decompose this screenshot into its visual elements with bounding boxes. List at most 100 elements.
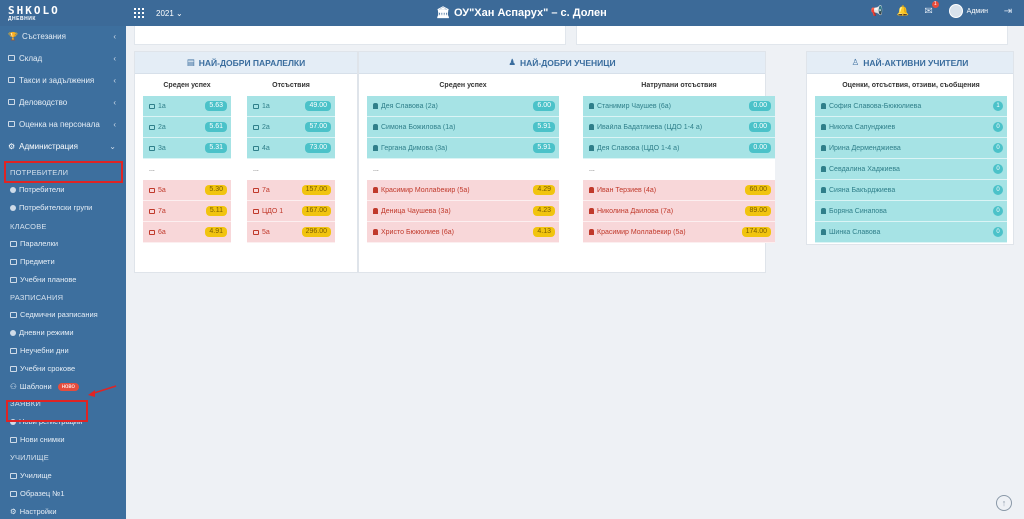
list-item[interactable]: Сияна Бакърджиева 0 [815, 180, 1007, 201]
classroom-icon [253, 187, 259, 193]
accumulated-absences-list: Станимир Чаушев (6а) 0.00 Ивайла Бадатлиев… [583, 96, 775, 243]
list-item[interactable]: Шинка Славова 0 [815, 222, 1007, 243]
year-selector[interactable]: 2021 ⌄ [156, 9, 183, 18]
sidebar-item-label: Администрация [19, 141, 78, 151]
list-item[interactable]: Христо Бюкюлиев (6а) 4.13 [367, 222, 559, 243]
list-item[interactable]: 6а 4.91 [143, 222, 231, 243]
absences-list: 1а 49.00 2а 57.00 4а 73.00... 7а 157.00 ЦДО 1 167… [247, 96, 335, 243]
list-item[interactable]: ... [583, 159, 775, 180]
list-item[interactable]: Дея Славова (2а) 6.00 [367, 96, 559, 117]
list-item[interactable]: Дея Славова (ЦДО 1-4 а) 0.00 [583, 138, 775, 159]
value-badge: 0 [993, 206, 1003, 216]
list-item-label: ... [373, 165, 379, 173]
list-item-label: Иван Терзиев (4а) [597, 186, 657, 194]
list-item[interactable]: Никола Сапунджиев 0 [815, 117, 1007, 138]
chevron-left-icon: ‹ [113, 75, 116, 85]
list-item-label: Николина Даилова (7а) [597, 207, 674, 215]
list-item-label: ... [589, 165, 595, 173]
person-icon [373, 208, 378, 214]
list-item[interactable]: Севдалина Хаджиева 0 [815, 159, 1007, 180]
highlight-box-administration [4, 161, 123, 183]
sidebar-item-users[interactable]: Потребители [10, 185, 64, 194]
sidebar-item-records[interactable]: Деловодство ‹ [0, 92, 126, 112]
sidebar-item-classes[interactable]: Паралелки [10, 239, 58, 248]
mail-icon[interactable]: ✉ 1 [924, 1, 939, 17]
sidebar-item-new-photos[interactable]: Нови снимки [10, 435, 65, 444]
sidebar-item-terms[interactable]: Учебни срокове [10, 364, 75, 373]
notification-badge: 1 [931, 1, 939, 8]
list-item[interactable]: 4а 73.00 [247, 138, 335, 159]
list-item-label: Симона Божилова (1а) [381, 123, 456, 131]
list-item[interactable]: Ивайла Бадатлиева (ЦДО 1-4 а) 0.00 [583, 117, 775, 138]
sidebar-item-subjects[interactable]: Предмети [10, 257, 55, 266]
value-badge: 157.00 [301, 185, 331, 195]
value-badge: 4.91 [205, 227, 227, 237]
sidebar-item-staff-rating[interactable]: Оценка на персонала ‹ [0, 114, 126, 134]
list-item[interactable]: 2а 57.00 [247, 117, 335, 138]
logo[interactable]: SHKOLO ДНЕВНИК [0, 0, 126, 26]
sidebar-item-administration[interactable]: ⚙ Администрация ⌄ [0, 136, 126, 156]
list-item[interactable]: Симона Божилова (1а) 5.91 [367, 117, 559, 138]
bell-icon[interactable]: 🔔 [896, 5, 909, 17]
list-item[interactable]: 1а 49.00 [247, 96, 335, 117]
list-item[interactable]: ... [367, 159, 559, 180]
sitemap-icon: ⚇ [10, 382, 17, 391]
list-item-name: Гергана Димова (3а) [373, 145, 533, 152]
classroom-icon [149, 103, 155, 109]
sidebar-item-non-school-days[interactable]: Неучебни дни [10, 346, 69, 355]
list-item-label: 5а [158, 186, 166, 194]
sidebar-item-competitions[interactable]: 🏆 Състезания ‹ [0, 26, 126, 46]
sidebar-item-curricula[interactable]: Учебни планове [10, 275, 76, 284]
list-item[interactable]: София Славова-Бюкюлиева 1 [815, 96, 1007, 117]
list-item[interactable]: Николина Даилова (7а) 89.00 [583, 201, 775, 222]
sidebar-item-weekly-schedules[interactable]: Седмични разписания [10, 310, 98, 319]
sidebar-item-user-groups[interactable]: Потребителски групи [10, 203, 92, 212]
list-item-name: Станимир Чаушев (6а) [589, 103, 749, 110]
list-item[interactable]: 5а 5.30 [143, 180, 231, 201]
chevron-left-icon: ‹ [113, 53, 116, 63]
list-item[interactable]: 1а 5.63 [143, 96, 231, 117]
list-item-label: 4а [262, 144, 270, 152]
document-icon [8, 99, 15, 105]
list-item[interactable]: ЦДО 1 167.00 [247, 201, 335, 222]
sidebar-item-form-1[interactable]: Образец №1 [10, 489, 65, 498]
list-item[interactable]: Красимир Моллабекир (5а) 4.29 [367, 180, 559, 201]
sidebar-item-templates[interactable]: ⚇ Шаблони ново [10, 382, 79, 391]
scroll-to-top-button[interactable]: ↑ [996, 495, 1012, 511]
sidebar-item-settings[interactable]: ⚙ Настройки [10, 507, 57, 516]
list-item[interactable]: Деница Чаушева (3а) 4.23 [367, 201, 559, 222]
best-students-panel: ♟ НАЙ-ДОБРИ УЧЕНИЦИ Среден успех Натрупан… [358, 51, 775, 273]
person-icon [821, 145, 826, 151]
apps-grid-icon[interactable] [134, 8, 144, 18]
list-item[interactable]: Красимир Моллабекир (5а) 174.00 [583, 222, 775, 243]
person-icon [373, 187, 378, 193]
panel-header: ♙ НАЙ-АКТИВНИ УЧИТЕЛИ [807, 52, 1013, 74]
sidebar-item-daily-modes[interactable]: Дневни режими [10, 328, 74, 337]
logout-icon[interactable]: ⇥ [1003, 5, 1013, 17]
previous-panel-edge [134, 26, 566, 45]
sidebar-item-fees[interactable]: Такси и задължения ‹ [0, 70, 126, 90]
list-item[interactable]: Станимир Чаушев (6а) 0.00 [583, 96, 775, 117]
list-item-label: ... [253, 165, 259, 173]
value-badge: 0.00 [749, 101, 771, 111]
list-item[interactable]: 7а 5.11 [143, 201, 231, 222]
list-item[interactable]: 7а 157.00 [247, 180, 335, 201]
user-menu[interactable]: Админ [948, 4, 988, 18]
list-item[interactable]: ... [143, 159, 231, 180]
list-item-name: Симона Божилова (1а) [373, 124, 533, 131]
list-item[interactable]: Ирина Дерменджиева 0 [815, 138, 1007, 159]
sidebar-item-warehouse[interactable]: Склад ‹ [0, 48, 126, 68]
list-item[interactable]: Боряна Синапова 0 [815, 201, 1007, 222]
list-item[interactable]: 5а 296.00 [247, 222, 335, 243]
list-item-name: Николина Даилова (7а) [589, 208, 745, 215]
chevron-left-icon: ‹ [113, 119, 116, 129]
list-item[interactable]: Гергана Димова (3а) 5.91 [367, 138, 559, 159]
list-item[interactable]: 2а 5.61 [143, 117, 231, 138]
list-item[interactable]: ... [247, 159, 335, 180]
list-item[interactable]: Иван Терзиев (4а) 60.00 [583, 180, 775, 201]
sidebar-item-school[interactable]: Училище [10, 471, 52, 480]
megaphone-icon[interactable]: 📢 [870, 5, 883, 17]
person-icon [821, 124, 826, 130]
sidebar-item-label: Такси и задължения [19, 75, 95, 85]
list-item[interactable]: 3а 5.31 [143, 138, 231, 159]
